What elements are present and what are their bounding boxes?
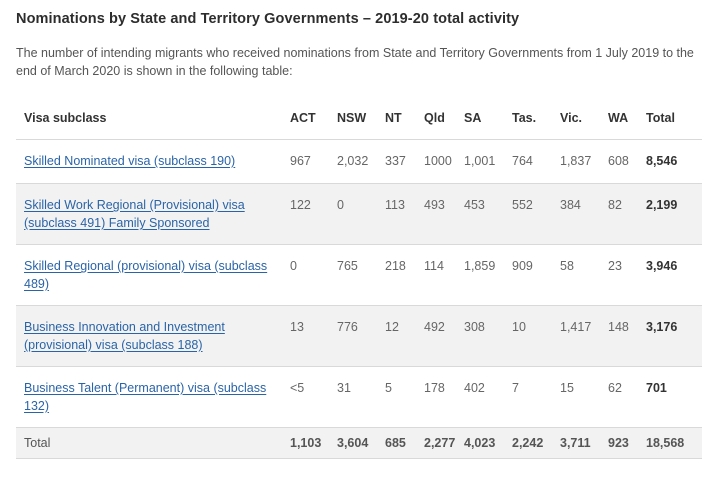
nsw-cell: 0 — [329, 183, 377, 245]
sa-cell: 1,001 — [456, 139, 504, 184]
act-cell: 967 — [282, 139, 329, 184]
table-row: Skilled Work Regional (Provisional) visa… — [16, 183, 702, 245]
wa-cell: 608 — [600, 139, 638, 184]
vic-cell: 58 — [552, 244, 600, 306]
nominations-table: Visa subclass ACT NSW NT Qld SA Tas. Vic… — [16, 97, 702, 459]
sa-cell: 308 — [456, 305, 504, 367]
nsw-cell: 31 — [329, 366, 377, 428]
act-cell: 0 — [282, 244, 329, 306]
total-act: 1,103 — [282, 427, 329, 459]
nt-cell: 5 — [377, 366, 416, 428]
tas-cell: 7 — [504, 366, 552, 428]
nsw-cell: 765 — [329, 244, 377, 306]
totals-row: Total 1,103 3,604 685 2,277 4,023 2,242 … — [16, 427, 702, 459]
nt-cell: 218 — [377, 244, 416, 306]
nt-cell: 337 — [377, 139, 416, 184]
visa-cell: Business Innovation and Investment (prov… — [16, 305, 282, 367]
wa-cell: 148 — [600, 305, 638, 367]
visa-cell: Skilled Nominated visa (subclass 190) — [16, 139, 282, 184]
header-act: ACT — [290, 111, 316, 125]
vic-cell: 384 — [552, 183, 600, 245]
header-sa: SA — [464, 111, 482, 125]
table-row: Skilled Nominated visa (subclass 190) 96… — [16, 139, 702, 184]
visa-link-188[interactable]: Business Innovation and Investment (prov… — [24, 320, 225, 352]
visa-cell: Business Talent (Permanent) visa (subcla… — [16, 366, 282, 428]
qld-cell: 114 — [416, 244, 456, 306]
header-qld: Qld — [424, 111, 445, 125]
total-qld: 2,277 — [416, 427, 456, 459]
total-vic: 3,711 — [552, 427, 600, 459]
row-total-cell: 8,546 — [638, 139, 702, 184]
nsw-cell: 2,032 — [329, 139, 377, 184]
header-nsw: NSW — [337, 111, 367, 125]
row-total-cell: 2,199 — [638, 183, 702, 245]
sa-cell: 1,859 — [456, 244, 504, 306]
table-header-row: Visa subclass ACT NSW NT Qld SA Tas. Vic… — [16, 97, 702, 140]
row-total-cell: 3,946 — [638, 244, 702, 306]
header-wa: WA — [608, 111, 629, 125]
tas-cell: 764 — [504, 139, 552, 184]
vic-cell: 1,417 — [552, 305, 600, 367]
totals-label: Total — [16, 427, 282, 459]
sa-cell: 402 — [456, 366, 504, 428]
total-wa: 923 — [600, 427, 638, 459]
header-tas: Tas. — [512, 111, 537, 125]
tas-cell: 909 — [504, 244, 552, 306]
visa-link-132[interactable]: Business Talent (Permanent) visa (subcla… — [24, 381, 267, 413]
nt-cell: 12 — [377, 305, 416, 367]
table-row: Business Innovation and Investment (prov… — [16, 305, 702, 367]
visa-cell: Skilled Work Regional (Provisional) visa… — [16, 183, 282, 245]
visa-cell: Skilled Regional (provisional) visa (sub… — [16, 244, 282, 306]
table-row: Skilled Regional (provisional) visa (sub… — [16, 244, 702, 306]
qld-cell: 492 — [416, 305, 456, 367]
qld-cell: 178 — [416, 366, 456, 428]
act-cell: <5 — [282, 366, 329, 428]
total-nt: 685 — [377, 427, 416, 459]
page-title: Nominations by State and Territory Gover… — [16, 11, 520, 27]
wa-cell: 62 — [600, 366, 638, 428]
intro-paragraph: The number of intending migrants who rec… — [16, 46, 694, 78]
wa-cell: 82 — [600, 183, 638, 245]
total-sa: 4,023 — [456, 427, 504, 459]
total-nsw: 3,604 — [329, 427, 377, 459]
visa-link-489[interactable]: Skilled Regional (provisional) visa (sub… — [24, 259, 268, 291]
header-total: Total — [646, 111, 675, 125]
page: Nominations by State and Territory Gover… — [16, 8, 702, 459]
visa-link-491[interactable]: Skilled Work Regional (Provisional) visa… — [24, 198, 245, 230]
qld-cell: 493 — [416, 183, 456, 245]
act-cell: 122 — [282, 183, 329, 245]
nsw-cell: 776 — [329, 305, 377, 367]
nt-cell: 113 — [377, 183, 416, 245]
vic-cell: 15 — [552, 366, 600, 428]
sa-cell: 453 — [456, 183, 504, 245]
total-grand: 18,568 — [638, 427, 702, 459]
row-total-cell: 701 — [638, 366, 702, 428]
act-cell: 13 — [282, 305, 329, 367]
wa-cell: 23 — [600, 244, 638, 306]
header-nt: NT — [385, 111, 402, 125]
visa-link-190[interactable]: Skilled Nominated visa (subclass 190) — [24, 154, 236, 168]
tas-cell: 10 — [504, 305, 552, 367]
row-total-cell: 3,176 — [638, 305, 702, 367]
qld-cell: 1000 — [416, 139, 456, 184]
total-tas: 2,242 — [504, 427, 552, 459]
tas-cell: 552 — [504, 183, 552, 245]
header-visa-subclass: Visa subclass — [24, 111, 107, 125]
header-vic: Vic. — [560, 111, 583, 125]
vic-cell: 1,837 — [552, 139, 600, 184]
table-row: Business Talent (Permanent) visa (subcla… — [16, 366, 702, 428]
